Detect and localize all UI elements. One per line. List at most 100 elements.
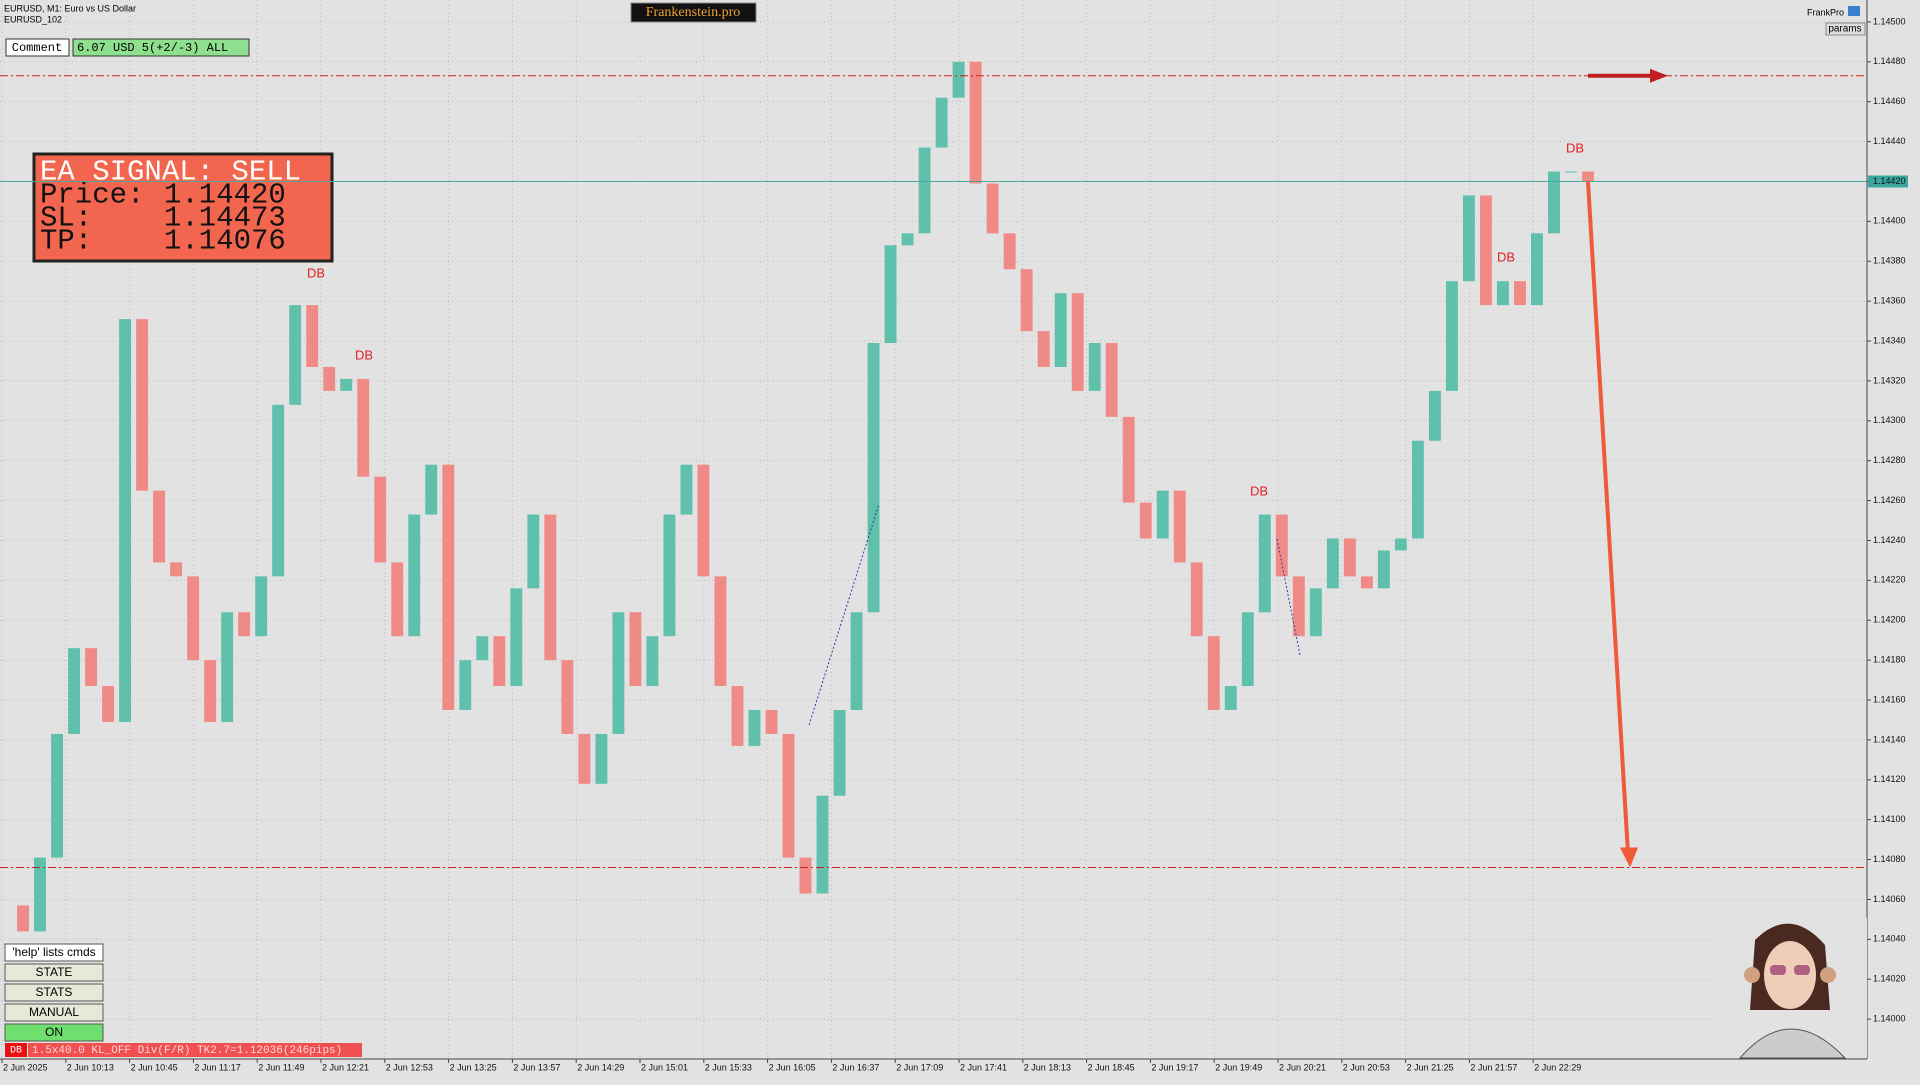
candle [476, 636, 489, 661]
candle [1173, 490, 1186, 563]
status-box [28, 1043, 362, 1057]
candle [1428, 390, 1441, 441]
sl-value: 1.14473 [164, 202, 286, 235]
avatar-glasses [1770, 965, 1786, 975]
candle [884, 245, 897, 344]
y-tick-label: 1.14240 [1873, 535, 1906, 545]
status-tag: DB [10, 1046, 22, 1057]
x-tick-label: 2 Jun 19:17 [1151, 1062, 1198, 1072]
y-tick-label: 1.14300 [1873, 415, 1906, 425]
signal-title: EA SIGNAL: SELL [40, 156, 301, 189]
sl-arrow-head [1650, 68, 1668, 83]
candle [391, 562, 404, 637]
y-tick-label: 1.14200 [1873, 615, 1906, 625]
candle [1037, 331, 1050, 367]
candle [1394, 538, 1407, 551]
button[interactable]: MANUAL [29, 1005, 79, 1019]
candle [850, 612, 863, 710]
candle [272, 404, 285, 577]
params-box[interactable] [1825, 22, 1866, 36]
button-box[interactable] [4, 963, 104, 982]
y-tick-label: 1.14060 [1873, 894, 1906, 904]
candle [1565, 171, 1577, 173]
candle [1224, 686, 1237, 710]
y-tick-label: 1.14000 [1873, 1013, 1906, 1023]
candle [153, 490, 166, 563]
annotation: DB [1566, 140, 1584, 155]
params[interactable]: params [1828, 24, 1861, 35]
tp-arrow [1586, 181, 1630, 854]
candle [1496, 281, 1509, 306]
candle [1531, 233, 1543, 306]
candle [629, 612, 642, 687]
avatar-body [1738, 1028, 1847, 1059]
candle [646, 636, 659, 687]
x-tick-label: 2 Jun 22:29 [1534, 1062, 1581, 1072]
candle [1377, 550, 1390, 589]
price-tag: 1.14420 [1873, 176, 1906, 186]
button[interactable]: STATS [36, 985, 73, 999]
candle [901, 233, 914, 246]
price-tag-box [1868, 175, 1908, 188]
candle [1411, 440, 1424, 539]
y-tick-label: 1.14360 [1873, 296, 1906, 306]
y-tick-label: 1.14160 [1873, 694, 1906, 704]
annotation: DB [1497, 249, 1515, 264]
y-tick-label: 1.14400 [1873, 216, 1906, 226]
candle [1548, 171, 1560, 234]
candle [969, 61, 982, 184]
candle [867, 343, 880, 613]
button-box[interactable] [4, 1003, 104, 1022]
account: EURUSD_102 [4, 14, 62, 24]
candle [680, 464, 693, 515]
x-tick-label: 2 Jun 16:37 [832, 1062, 879, 1072]
candle [986, 183, 999, 234]
x-tick-label: 2 Jun 11:49 [258, 1062, 304, 1072]
y-tick-label: 1.14120 [1873, 774, 1906, 784]
candle [748, 709, 761, 746]
x-tick-label: 2 Jun 13:57 [513, 1062, 560, 1072]
candle [1292, 576, 1305, 637]
tp-value: 1.14076 [164, 225, 286, 258]
candle [714, 576, 727, 687]
button[interactable]: ON [45, 1025, 63, 1039]
candle [1445, 281, 1458, 391]
candle [306, 305, 319, 367]
candle [1258, 514, 1271, 613]
candle [17, 905, 29, 932]
candle [68, 648, 80, 734]
x-tick-label: 2 Jun 20:53 [1343, 1062, 1390, 1072]
x-tick-label: 2 Jun 10:45 [131, 1062, 178, 1072]
candle [170, 562, 183, 577]
comment-label-box [5, 38, 70, 57]
candle [1207, 636, 1220, 710]
comment-label: Comment [12, 41, 62, 55]
candle [1105, 343, 1118, 417]
button-box[interactable] [4, 1023, 104, 1042]
y-tick-label: 1.14180 [1873, 655, 1906, 665]
candle [952, 61, 965, 98]
candle [289, 305, 302, 405]
status-tag-box [5, 1043, 27, 1057]
candle [544, 514, 557, 661]
candle [493, 636, 506, 687]
avatar [1714, 918, 1867, 1059]
y-tick-label: 1.14260 [1873, 495, 1906, 505]
x-tick-label: 2 Jun 15:33 [705, 1062, 752, 1072]
candle [136, 319, 149, 491]
candle [833, 709, 846, 796]
candle [340, 378, 353, 391]
button[interactable]: STATE [36, 965, 73, 979]
candle [1326, 538, 1339, 589]
x-tick-label: 2 Jun 17:09 [896, 1062, 943, 1072]
candle [1122, 416, 1135, 503]
candle [374, 476, 387, 563]
candle [697, 464, 710, 577]
x-tick-label: 2 Jun 12:53 [386, 1062, 433, 1072]
status-text: 1.5x40.0 KL_OFF Div(F/R) TK2.7=1.12036(2… [32, 1045, 342, 1057]
help-box [4, 943, 104, 962]
candle [663, 514, 676, 637]
annotation: DB [307, 265, 325, 280]
button-box[interactable] [4, 983, 104, 1002]
